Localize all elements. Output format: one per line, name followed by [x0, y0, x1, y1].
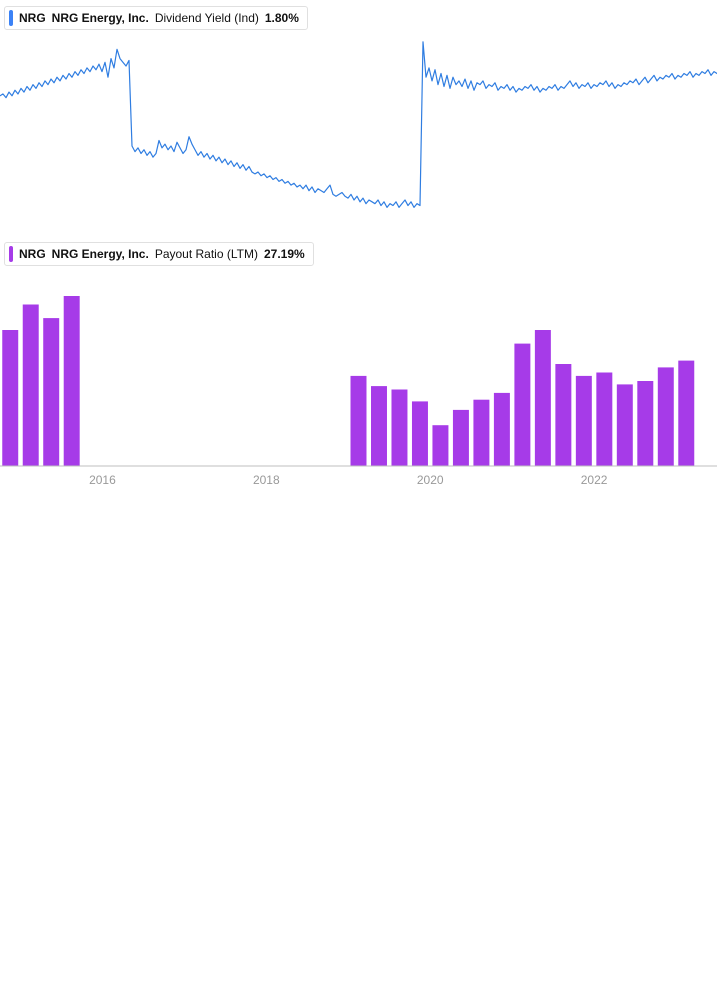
chart1-marker [9, 10, 13, 26]
chart1-legend: NRG NRG Energy, Inc. Dividend Yield (Ind… [4, 6, 308, 30]
chart2-marker [9, 246, 13, 262]
x-tick-label: 2020 [417, 473, 444, 487]
chart1-metric: Dividend Yield (Ind) [155, 11, 259, 25]
chart2-metric: Payout Ratio (LTM) [155, 247, 258, 261]
x-tick-label: 2022 [581, 473, 608, 487]
chart2-ticker: NRG [19, 247, 46, 261]
chart2-plot: 2016 2018 2020 2022 [0, 236, 717, 498]
payout-ratio-chart: NRG NRG Energy, Inc. Payout Ratio (LTM) … [0, 236, 717, 498]
chart2-company: NRG Energy, Inc. [52, 247, 149, 261]
x-tick-label: 2016 [89, 473, 116, 487]
chart2-legend: NRG NRG Energy, Inc. Payout Ratio (LTM) … [4, 242, 314, 266]
x-tick-label: 2018 [253, 473, 280, 487]
dividend-yield-chart: NRG NRG Energy, Inc. Dividend Yield (Ind… [0, 0, 717, 236]
chart2-value: 27.19% [264, 247, 305, 261]
chart1-value: 1.80% [265, 11, 299, 25]
chart1-plot [0, 0, 717, 236]
chart1-company: NRG Energy, Inc. [52, 11, 149, 25]
chart1-ticker: NRG [19, 11, 46, 25]
